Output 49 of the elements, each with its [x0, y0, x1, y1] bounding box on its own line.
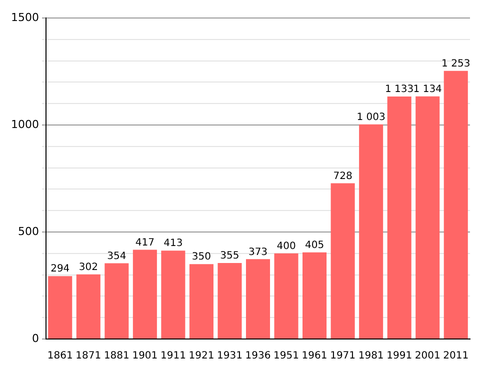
- x-tick-label: 1901: [132, 350, 158, 362]
- x-tick-label: 1961: [302, 350, 328, 362]
- bar: [359, 124, 384, 338]
- x-tick-label: 1911: [160, 350, 186, 362]
- x-tick-label: 1951: [274, 350, 299, 362]
- bar: [218, 263, 242, 338]
- data-label: 728: [333, 170, 352, 182]
- bar: [132, 250, 157, 338]
- data-label: 373: [248, 246, 268, 258]
- bar: [246, 259, 270, 338]
- data-label: 302: [78, 262, 98, 273]
- x-tick-label: 1981: [358, 350, 384, 362]
- bar: [104, 263, 129, 338]
- bar: [416, 96, 440, 338]
- x-tick-label: 1881: [104, 350, 130, 362]
- data-label: 1 003: [356, 112, 386, 123]
- y-tick-label: 500: [18, 224, 39, 238]
- x-tick-label: 1991: [386, 350, 412, 362]
- data-label: 413: [164, 238, 183, 250]
- data-label: 350: [192, 252, 212, 263]
- x-tick-label: 1936: [245, 350, 271, 362]
- data-label: 354: [107, 250, 126, 262]
- bar: [48, 276, 72, 338]
- x-tick-label: 1861: [47, 350, 73, 362]
- x-tick-label: 2011: [443, 350, 469, 362]
- y-tick-label: 1500: [10, 10, 39, 24]
- data-label: 355: [220, 250, 240, 262]
- data-label: 400: [276, 240, 296, 252]
- data-label: 294: [50, 264, 70, 275]
- bar: [76, 274, 100, 338]
- bar: [330, 183, 355, 338]
- x-tick-label: 1971: [330, 350, 356, 362]
- data-label: 1 253: [442, 58, 470, 70]
- bar: [274, 253, 298, 338]
- data-label: 1 134: [413, 84, 442, 95]
- bar: [302, 252, 327, 338]
- data-label: 417: [135, 237, 154, 248]
- y-tick-label: 0: [32, 332, 39, 345]
- bar: [444, 70, 468, 338]
- data-label: 405: [304, 240, 324, 251]
- x-tick-label: 1921: [188, 350, 214, 362]
- data-label: 1 133: [385, 84, 414, 96]
- y-tick-label: 1000: [10, 118, 39, 131]
- x-tick-label: 1871: [76, 350, 102, 362]
- bar: [189, 264, 214, 338]
- x-tick-label: 1931: [217, 350, 242, 362]
- bar: [387, 96, 412, 338]
- bar: [161, 250, 186, 338]
- x-tick-label: 2001: [414, 350, 440, 362]
